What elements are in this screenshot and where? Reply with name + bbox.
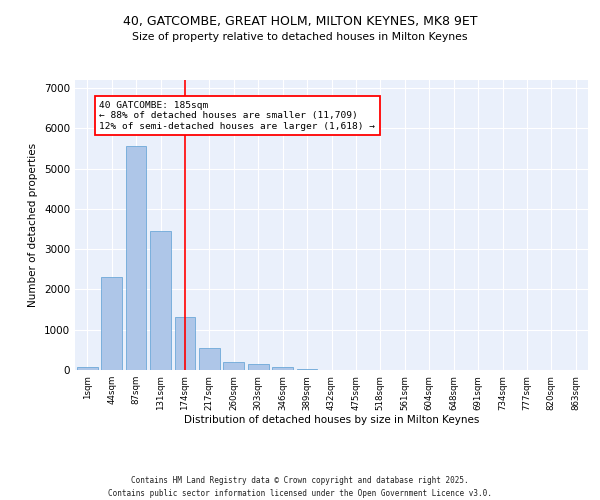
Text: 40 GATCOMBE: 185sqm
← 88% of detached houses are smaller (11,709)
12% of semi-de: 40 GATCOMBE: 185sqm ← 88% of detached ho… [100, 101, 376, 130]
Text: Contains HM Land Registry data © Crown copyright and database right 2025.
Contai: Contains HM Land Registry data © Crown c… [108, 476, 492, 498]
Bar [223, 362, 244, 370]
Bar [296, 368, 317, 370]
Bar [272, 367, 293, 370]
Bar [77, 367, 98, 370]
Bar [248, 364, 269, 370]
X-axis label: Distribution of detached houses by size in Milton Keynes: Distribution of detached houses by size … [184, 416, 479, 426]
Text: Size of property relative to detached houses in Milton Keynes: Size of property relative to detached ho… [132, 32, 468, 42]
Bar [101, 278, 122, 370]
Text: 40, GATCOMBE, GREAT HOLM, MILTON KEYNES, MK8 9ET: 40, GATCOMBE, GREAT HOLM, MILTON KEYNES,… [123, 15, 477, 28]
Bar [199, 348, 220, 370]
Bar [125, 146, 146, 370]
Y-axis label: Number of detached properties: Number of detached properties [28, 143, 38, 307]
Bar [175, 317, 196, 370]
Bar [150, 231, 171, 370]
